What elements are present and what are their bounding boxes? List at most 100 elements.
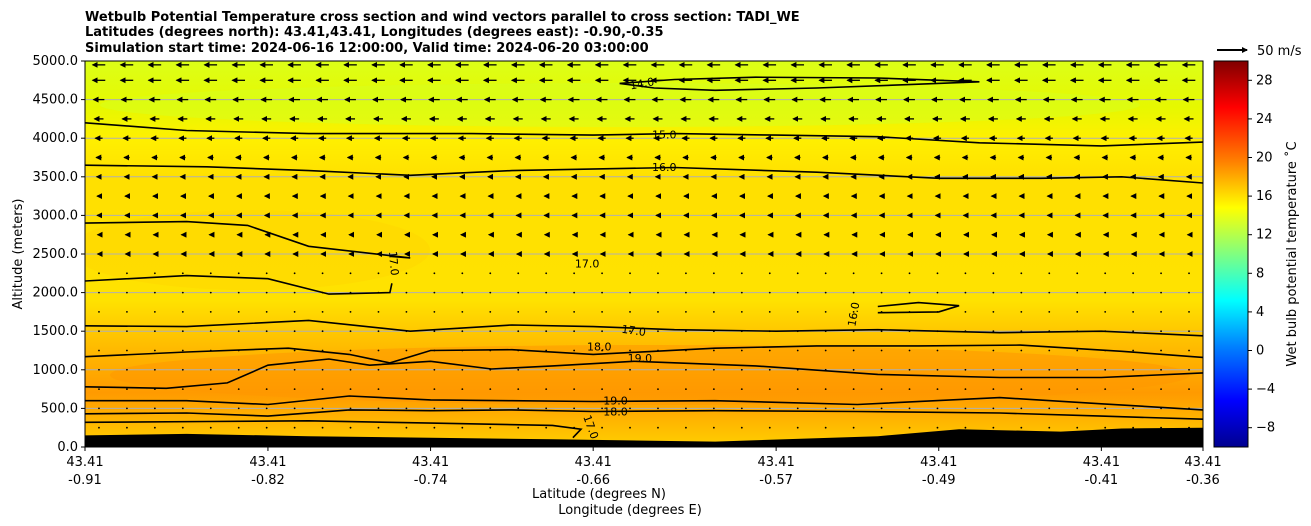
wind-vector: [237, 426, 240, 429]
wind-vector: [1076, 426, 1079, 429]
contour-lines: [85, 76, 1203, 439]
wind-vector: [964, 426, 967, 429]
wind-vector: [405, 388, 408, 390]
wind-vector: [237, 330, 240, 333]
wind-vector: [573, 272, 576, 275]
contour-label-text: 15.0: [652, 128, 677, 141]
wind-vector: [517, 311, 520, 313]
wind-vector: [545, 311, 548, 313]
wind-vector: [908, 388, 911, 390]
wind-vector: [685, 368, 687, 371]
wind-vector: [349, 368, 352, 371]
wind-vector: [740, 311, 743, 313]
wind-vector: [405, 291, 408, 294]
wind-vector: [349, 426, 352, 429]
y-tick-label: 3500.0: [33, 170, 79, 185]
wind-vector: [1020, 311, 1023, 313]
wind-vector: [321, 388, 324, 390]
wind-vector: [1132, 407, 1135, 410]
wind-vector: [293, 272, 296, 275]
wind-vector: [1188, 311, 1190, 313]
wind-vector: [936, 388, 939, 390]
wind-vector: [601, 311, 603, 313]
y-axis: 0.0 500.0 1000.0 1500.0 2000.0 2500.0 3000.0 35…: [33, 54, 85, 455]
wind-vector: [545, 330, 548, 333]
wind-vector: [461, 272, 464, 275]
wind-vector: [1132, 272, 1135, 275]
wind-vector: [377, 311, 380, 313]
wind-vector: [740, 368, 743, 371]
wind-vector: [517, 368, 520, 371]
wind-vector: [1104, 426, 1107, 429]
wind-vector: [461, 407, 464, 410]
y-tick-label: 5000.0: [33, 54, 79, 69]
wind-vector: [293, 388, 296, 390]
x-tick-lon-label: -0.91: [68, 473, 102, 488]
wind-vector: [293, 291, 296, 294]
grid: [85, 99, 1203, 409]
y-tick-label: 2000.0: [33, 286, 79, 301]
colorbar-tick-label: 16: [1256, 189, 1273, 204]
wind-vector: [1076, 291, 1079, 294]
wind-vector: [265, 272, 268, 275]
wind-vector: [573, 291, 576, 294]
wind-vector: [1160, 272, 1162, 275]
colorbar-tick-label: 28: [1256, 73, 1273, 88]
wind-vector: [852, 426, 855, 429]
wind-vector: [1048, 311, 1051, 313]
wind-vector: [992, 426, 995, 429]
wind-vector: [545, 272, 548, 275]
wind-vector: [1104, 368, 1107, 371]
wind-vector: [852, 311, 855, 313]
contour-label-text: 17.0: [621, 323, 647, 339]
wind-vector: [517, 426, 520, 429]
wind-vector: [209, 426, 212, 429]
wind-vector: [1188, 330, 1190, 333]
wind-vector: [1048, 291, 1051, 294]
y-tick-label: 1500.0: [33, 324, 79, 339]
wind-vector: [712, 407, 715, 410]
wind-vector: [377, 349, 380, 352]
wind-vector: [517, 330, 520, 333]
wind-vector: [265, 291, 268, 294]
wind-vector: [1020, 368, 1023, 371]
wind-vector: [181, 407, 184, 410]
wind-vector: [796, 388, 799, 390]
wind-vector: [517, 291, 520, 294]
wind-vector: [433, 426, 436, 429]
wind-vector: [685, 388, 687, 390]
wind-vector: [98, 368, 100, 371]
wind-vector: [601, 330, 603, 333]
wind-vector: [1160, 311, 1162, 313]
wind-vector: [1076, 272, 1079, 275]
wind-vector: [824, 426, 827, 429]
wind-vector: [265, 368, 268, 371]
contour-line: [85, 419, 583, 439]
wind-vector: [992, 407, 995, 410]
wind-vector: [1132, 388, 1135, 390]
wind-vector: [573, 388, 576, 390]
wind-vector: [768, 407, 771, 410]
wind-vector: [796, 426, 799, 429]
wind-vector: [153, 291, 156, 294]
y-tick-label: 0.0: [57, 440, 78, 455]
contour-label: 17.0: [575, 257, 600, 270]
wind-vector: [377, 407, 380, 410]
wind-vector: [433, 368, 436, 371]
wind-vector: [181, 426, 184, 429]
wind-vector: [349, 311, 352, 313]
wind-vector: [153, 349, 156, 352]
wind-vector: [601, 426, 603, 429]
wind-vector: [349, 272, 352, 275]
wind-vector: [629, 330, 631, 333]
colorbar-tick-label: 0: [1256, 344, 1264, 359]
wind-vector: [1132, 426, 1135, 429]
wind-vector: [964, 388, 967, 390]
contour-label-text: 19.0: [628, 352, 653, 365]
wind-vector: [685, 291, 687, 294]
wind-vector: [573, 311, 576, 313]
wind-vector: [293, 330, 296, 333]
wind-vector: [1048, 349, 1051, 352]
wind-vector: [824, 272, 827, 275]
wind-vector: [768, 388, 771, 390]
